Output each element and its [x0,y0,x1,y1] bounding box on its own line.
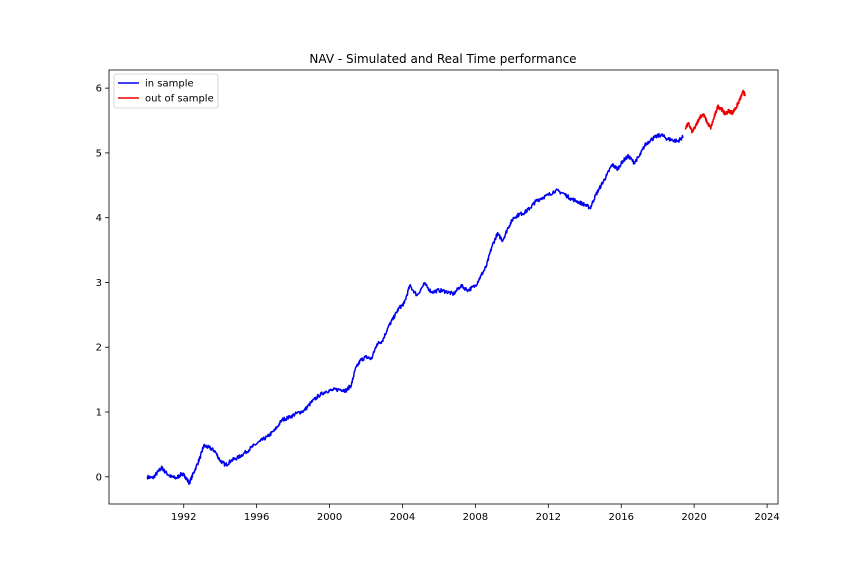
legend-label: in sample [145,79,194,90]
y-axis: 0 1 2 3 4 5 6 [96,84,109,483]
y-tick-label: 4 [96,213,102,224]
chart-title: NAV - Simulated and Real Time performanc… [309,52,576,66]
y-tick-label: 5 [96,148,102,159]
y-tick-label: 2 [96,343,102,354]
x-tick-label: 2012 [536,512,561,523]
y-tick-label: 3 [96,278,102,289]
legend: in sample out of sample [113,73,219,109]
x-tick-label: 2004 [390,512,415,523]
legend-label: out of sample [145,94,214,105]
y-tick-label: 0 [96,472,102,483]
x-tick-label: 2008 [463,512,488,523]
legend-box [113,73,219,109]
x-tick-label: 1996 [244,512,269,523]
x-tick-label: 2000 [317,512,342,523]
x-tick-label: 1992 [171,512,196,523]
x-axis: 1992 1996 2000 2004 2008 2012 2016 2020 2024 [171,504,780,523]
x-tick-label: 2016 [609,512,634,523]
x-tick-label: 2024 [754,512,779,523]
x-tick-label: 2020 [681,512,706,523]
y-tick-label: 1 [96,408,102,419]
series-line-out-of-sample [684,89,746,134]
series-line-in-sample [146,133,684,486]
axes-frame [108,69,779,505]
y-tick-label: 6 [96,84,102,95]
plot-area [146,89,746,486]
